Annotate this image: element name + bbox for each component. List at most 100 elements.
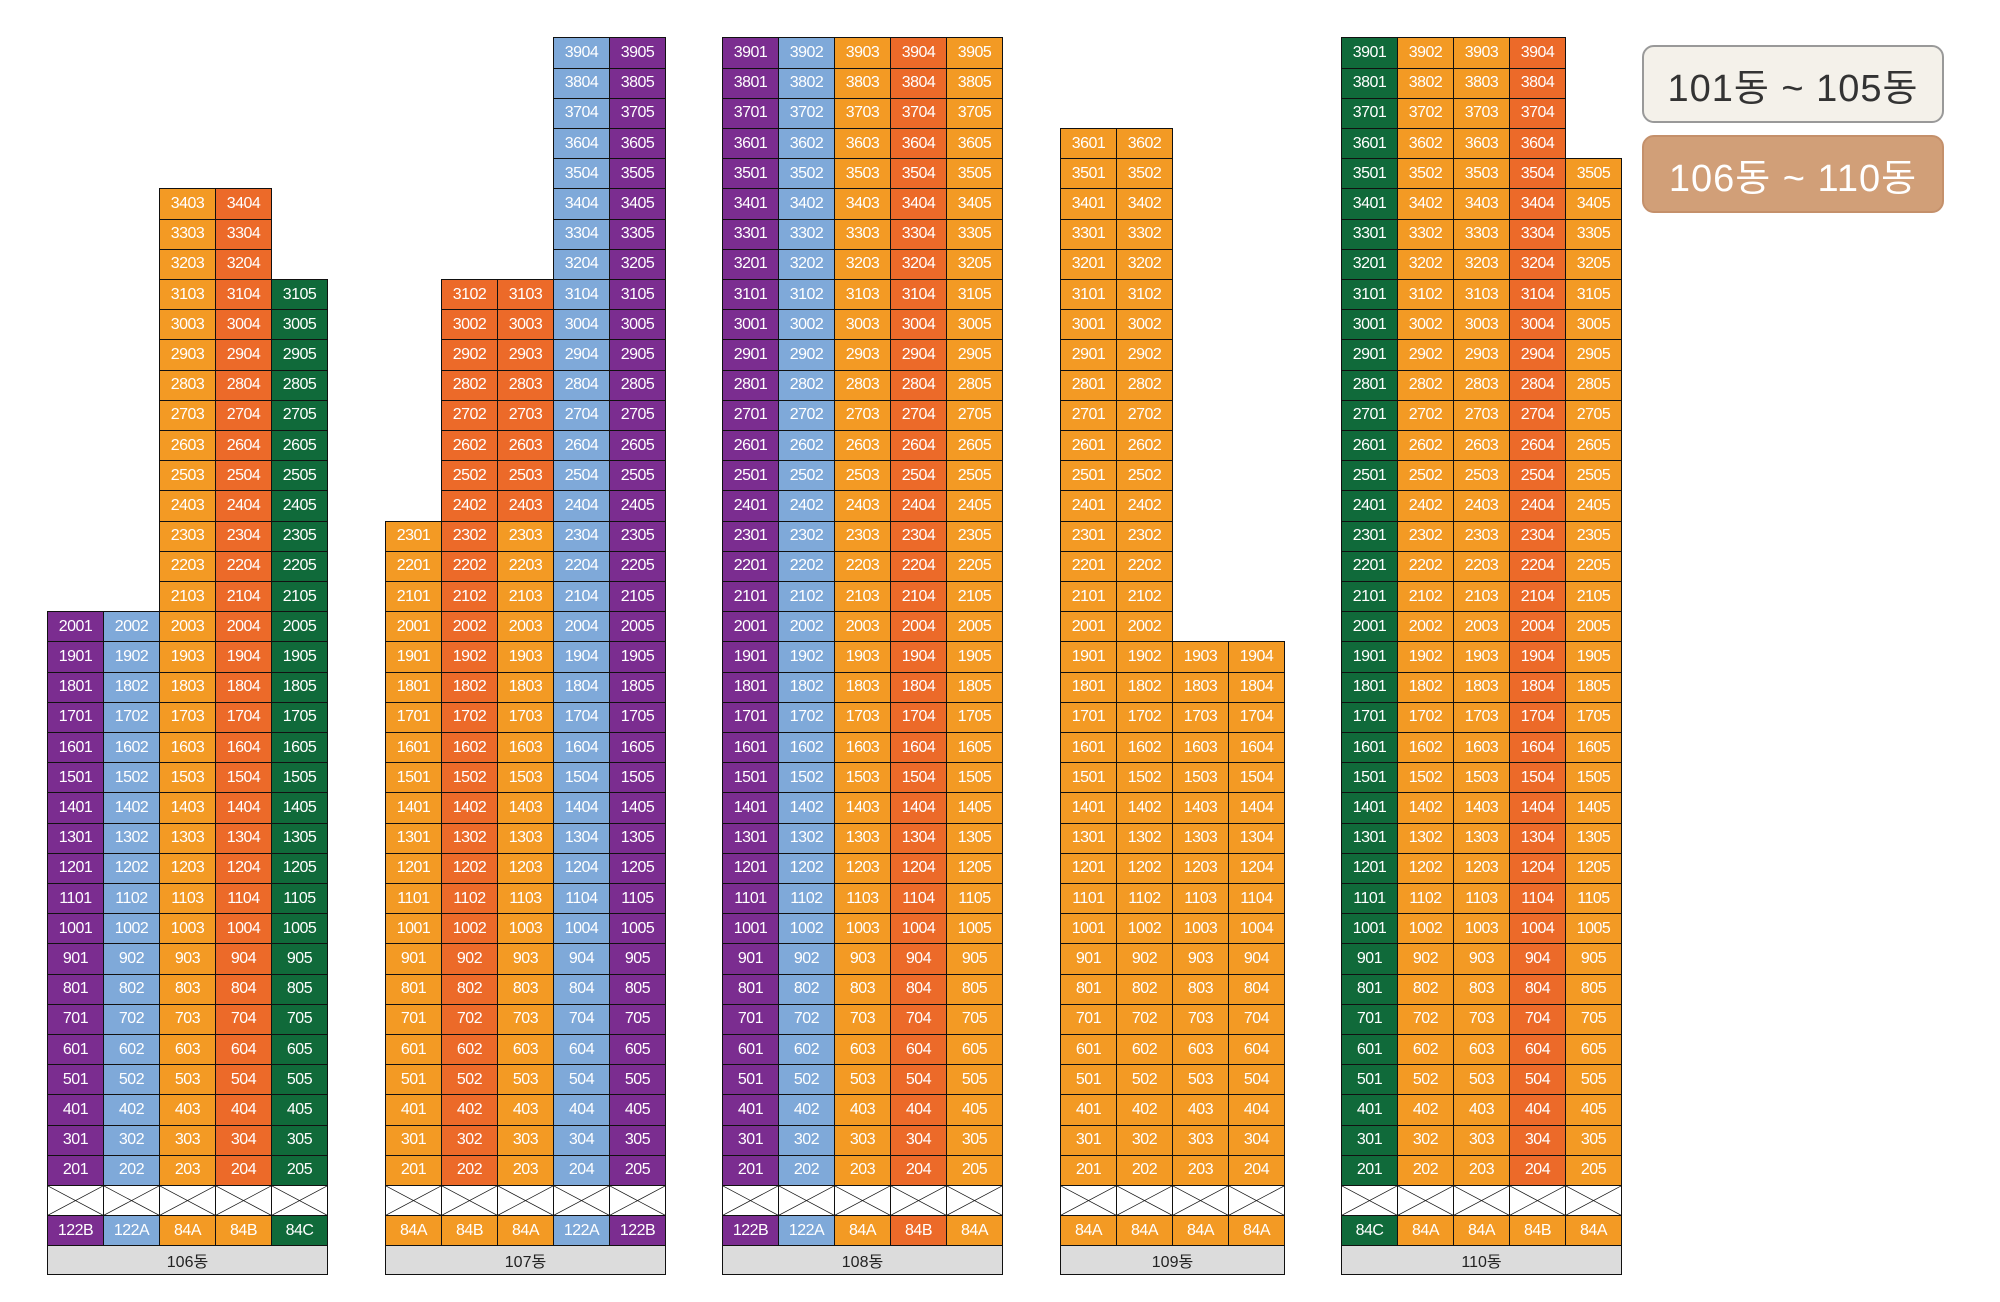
unit-cell: 3601 <box>1341 128 1398 160</box>
unit-cell: 1203 <box>497 852 554 884</box>
unit-cell: 1804 <box>890 671 947 703</box>
unit-type-cell: 84A <box>834 1215 891 1247</box>
unit-cell: 2404 <box>215 490 272 522</box>
unit-cell: 1005 <box>609 913 666 945</box>
pilotis-cell <box>553 1185 610 1217</box>
unit-cell: 3201 <box>1060 248 1117 280</box>
unit-cell: 2005 <box>609 611 666 643</box>
unit-cell: 1203 <box>1172 852 1229 884</box>
unit-cell: 404 <box>1509 1094 1566 1126</box>
unit-cell: 1401 <box>1060 792 1117 824</box>
unit-cell: 1803 <box>834 671 891 703</box>
unit-cell: 204 <box>1228 1154 1285 1186</box>
unit-cell: 1003 <box>834 913 891 945</box>
unit-cell: 505 <box>271 1064 328 1096</box>
unit-cell: 803 <box>1172 973 1229 1005</box>
unit-cell: 2003 <box>1453 611 1510 643</box>
unit-cell: 402 <box>778 1094 835 1126</box>
unit-cell: 2402 <box>1397 490 1454 522</box>
unit-cell: 1705 <box>1565 701 1622 733</box>
unit-cell: 202 <box>1397 1154 1454 1186</box>
unit-cell: 2802 <box>1116 369 1173 401</box>
unit-cell: 2505 <box>1565 460 1622 492</box>
unit-cell: 205 <box>946 1154 1003 1186</box>
unit-cell: 902 <box>441 943 498 975</box>
unit-cell: 1203 <box>1453 852 1510 884</box>
building-name-label: 109동 <box>1060 1245 1285 1275</box>
unit-cell: 2803 <box>834 369 891 401</box>
unit-cell: 1203 <box>834 852 891 884</box>
unit-cell: 305 <box>946 1124 1003 1156</box>
unit-cell: 1805 <box>1565 671 1622 703</box>
unit-cell: 1001 <box>722 913 779 945</box>
unit-cell: 3804 <box>1509 67 1566 99</box>
unit-cell: 1204 <box>553 852 610 884</box>
building-name-label: 106동 <box>47 1245 328 1275</box>
unit-cell: 3205 <box>1565 248 1622 280</box>
unit-cell: 2903 <box>1453 339 1510 371</box>
unit-cell: 1202 <box>1397 852 1454 884</box>
unit-cell: 1501 <box>47 762 104 794</box>
unit-cell: 2602 <box>1397 430 1454 462</box>
unit-cell: 1901 <box>385 641 442 673</box>
unit-cell: 702 <box>778 1003 835 1035</box>
unit-cell: 3603 <box>1453 128 1510 160</box>
unit-cell: 3905 <box>946 37 1003 69</box>
unit-cell: 2704 <box>215 399 272 431</box>
unit-cell: 1402 <box>441 792 498 824</box>
unit-cell: 1904 <box>890 641 947 673</box>
unit-cell: 3804 <box>553 67 610 99</box>
unit-cell: 2703 <box>159 399 216 431</box>
unit-type-cell: 122B <box>722 1215 779 1247</box>
unit-cell: 3504 <box>890 158 947 190</box>
unit-cell: 304 <box>1509 1124 1566 1156</box>
unit-cell: 1102 <box>1397 883 1454 915</box>
unit-cell: 805 <box>946 973 1003 1005</box>
unit-cell: 1902 <box>103 641 160 673</box>
unit-cell: 601 <box>1341 1034 1398 1066</box>
unit-cell: 601 <box>1060 1034 1117 1066</box>
unit-cell: 3003 <box>1453 309 1510 341</box>
unit-cell: 3001 <box>1060 309 1117 341</box>
unit-cell: 2701 <box>1341 399 1398 431</box>
unit-cell: 1002 <box>1116 913 1173 945</box>
unit-cell: 904 <box>215 943 272 975</box>
unit-cell: 2502 <box>1116 460 1173 492</box>
unit-cell: 2104 <box>890 581 947 613</box>
unit-cell: 3004 <box>1509 309 1566 341</box>
unit-cell: 702 <box>441 1003 498 1035</box>
unit-cell: 1403 <box>834 792 891 824</box>
unit-cell: 1405 <box>946 792 1003 824</box>
unit-cell: 1204 <box>215 852 272 884</box>
unit-cell: 703 <box>1453 1003 1510 1035</box>
unit-cell: 3604 <box>890 128 947 160</box>
unit-cell: 802 <box>103 973 160 1005</box>
pilotis-cell <box>497 1185 554 1217</box>
unit-cell: 1704 <box>553 701 610 733</box>
unit-cell: 1705 <box>271 701 328 733</box>
unit-cell: 3904 <box>890 37 947 69</box>
unit-cell: 2505 <box>271 460 328 492</box>
legend-box-101-105: 101동 ~ 105동 <box>1642 45 1944 123</box>
unit-cell: 604 <box>553 1034 610 1066</box>
unit-cell: 3404 <box>553 188 610 220</box>
unit-cell: 1205 <box>271 852 328 884</box>
unit-cell: 1505 <box>271 762 328 794</box>
unit-cell: 805 <box>271 973 328 1005</box>
unit-cell: 2605 <box>271 430 328 462</box>
unit-cell: 2904 <box>1509 339 1566 371</box>
unit-cell: 2501 <box>1060 460 1117 492</box>
unit-cell: 3304 <box>1509 218 1566 250</box>
unit-cell: 3005 <box>946 309 1003 341</box>
unit-cell: 1302 <box>103 822 160 854</box>
unit-type-cell: 84A <box>385 1215 442 1247</box>
unit-cell: 1005 <box>946 913 1003 945</box>
unit-cell: 2602 <box>1116 430 1173 462</box>
unit-cell: 2101 <box>1060 581 1117 613</box>
unit-cell: 1402 <box>1397 792 1454 824</box>
pilotis-cell <box>778 1185 835 1217</box>
unit-type-cell: 84A <box>1228 1215 1285 1247</box>
unit-cell: 3002 <box>778 309 835 341</box>
unit-cell: 2105 <box>271 581 328 613</box>
unit-cell: 1303 <box>834 822 891 854</box>
